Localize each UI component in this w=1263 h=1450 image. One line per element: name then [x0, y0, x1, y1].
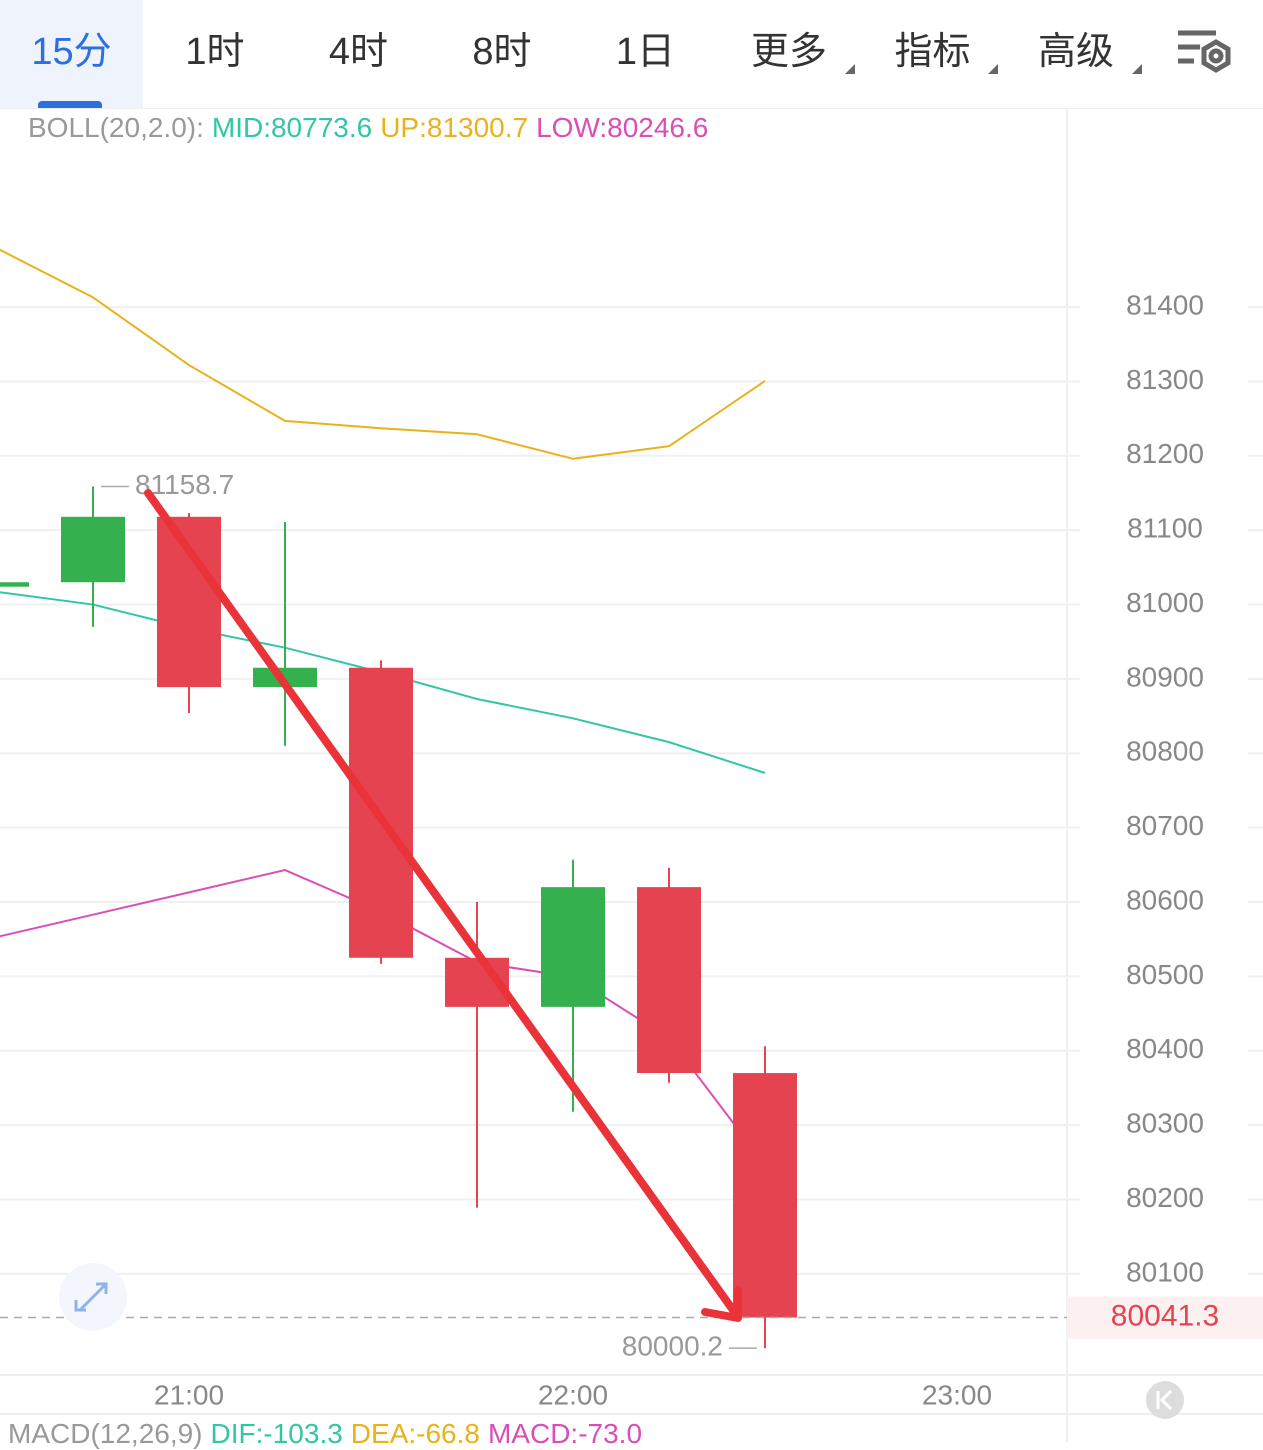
trend-arrow: [144, 489, 742, 1322]
y-tick-label: 81200: [1126, 438, 1204, 469]
boll-legend: BOLL(20,2.0): MID:80773.6 UP:81300.7 LOW:80…: [28, 112, 716, 144]
x-tick-label: 22:00: [538, 1379, 608, 1410]
y-tick-label: 80600: [1126, 884, 1204, 915]
macd-entry: DEA:-66.8: [350, 1418, 480, 1449]
y-tick-label: 81400: [1126, 289, 1204, 320]
tab[interactable]: 1时: [185, 31, 245, 73]
expand-button[interactable]: [59, 1263, 127, 1331]
candle-body: [253, 667, 317, 688]
tab[interactable]: 15分: [0, 0, 143, 108]
indicator-label: BOLL(20,2.0):: [28, 112, 204, 143]
y-tick-label: 80200: [1126, 1182, 1204, 1213]
tab[interactable]: 指标: [861, 0, 1004, 108]
y-tick-label: 80400: [1126, 1033, 1204, 1064]
scroll-latest-button[interactable]: [1146, 1381, 1184, 1419]
y-tick-label: 80500: [1126, 959, 1204, 990]
tab[interactable]: 8时: [472, 31, 532, 73]
macd-title: MACD(12,26,9): [8, 1418, 203, 1449]
candle-body: [733, 1073, 797, 1318]
candle-body: [637, 887, 701, 1074]
y-tick-label: 80900: [1126, 661, 1204, 692]
macd-legend: MACD(12,26,9) DIF:-103.3 DEA:-66.8 MACD:-73…: [8, 1418, 650, 1450]
macd-entry: DIF:-103.3: [210, 1418, 343, 1449]
y-tick-label: 80800: [1126, 736, 1204, 767]
x-tick-label: 21:00: [154, 1379, 224, 1410]
candle-body: [541, 887, 605, 1007]
tab[interactable]: 更多: [718, 0, 861, 108]
legend-entry: LOW:80246.6: [536, 112, 709, 143]
candle-body: [61, 516, 125, 583]
tab[interactable]: 1日: [615, 31, 676, 73]
price-tag: [1067, 1296, 1263, 1339]
y-tick-label: 80300: [1126, 1108, 1204, 1139]
timeframe-tabs: 15分 1时 4时 8时 1日 更多 指标 高级: [0, 0, 1263, 109]
boll-line: [0, 248, 766, 460]
y-tick-label: 80100: [1126, 1256, 1204, 1287]
tab[interactable]: 4时: [328, 31, 389, 73]
low-label: 80000.2: [622, 1330, 723, 1361]
y-tick-label: 81100: [1127, 513, 1203, 544]
legend-entry: MID:80773.6: [211, 112, 373, 143]
legend-entry: UP:81300.7: [380, 112, 529, 143]
x-tick-label: 23:00: [922, 1379, 992, 1410]
tab[interactable]: 高级: [1005, 0, 1148, 108]
candle-body: [157, 516, 221, 688]
y-tick-label: 81300: [1126, 364, 1204, 395]
y-tick-label: 80700: [1126, 810, 1204, 841]
price-label: 80041.3: [1111, 1299, 1219, 1332]
candle-body: [0, 582, 29, 587]
macd-entry: MACD:-73.0: [487, 1418, 643, 1449]
y-tick-label: 81000: [1126, 587, 1204, 618]
